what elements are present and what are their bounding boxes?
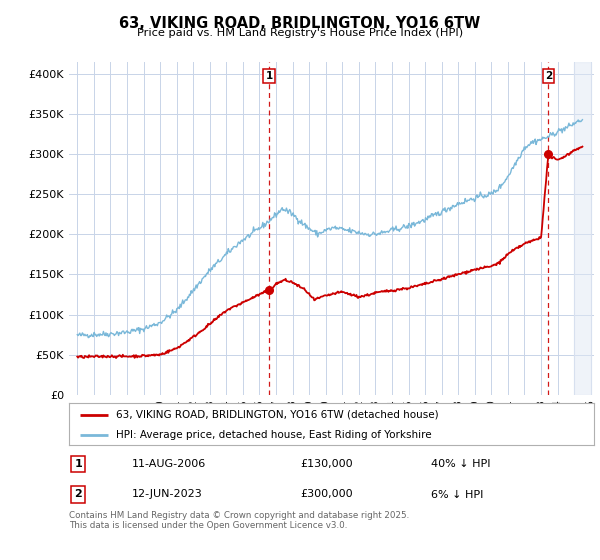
Text: 40% ↓ HPI: 40% ↓ HPI (431, 459, 491, 469)
Bar (574, 62, 590, 395)
Text: 1: 1 (74, 459, 82, 469)
Text: 63, VIKING ROAD, BRIDLINGTON, YO16 6TW (detached house): 63, VIKING ROAD, BRIDLINGTON, YO16 6TW (… (116, 410, 439, 420)
Text: £300,000: £300,000 (300, 489, 353, 500)
Text: 2: 2 (74, 489, 82, 500)
Text: Contains HM Land Registry data © Crown copyright and database right 2025.
This d: Contains HM Land Registry data © Crown c… (69, 511, 409, 530)
Text: 6% ↓ HPI: 6% ↓ HPI (431, 489, 484, 500)
Text: £130,000: £130,000 (300, 459, 353, 469)
Text: Price paid vs. HM Land Registry's House Price Index (HPI): Price paid vs. HM Land Registry's House … (137, 28, 463, 38)
Text: 1: 1 (266, 71, 273, 81)
Text: 12-JUN-2023: 12-JUN-2023 (132, 489, 203, 500)
Text: HPI: Average price, detached house, East Riding of Yorkshire: HPI: Average price, detached house, East… (116, 430, 432, 440)
Text: 11-AUG-2006: 11-AUG-2006 (132, 459, 206, 469)
Text: 2: 2 (545, 71, 552, 81)
Text: 63, VIKING ROAD, BRIDLINGTON, YO16 6TW: 63, VIKING ROAD, BRIDLINGTON, YO16 6TW (119, 16, 481, 31)
